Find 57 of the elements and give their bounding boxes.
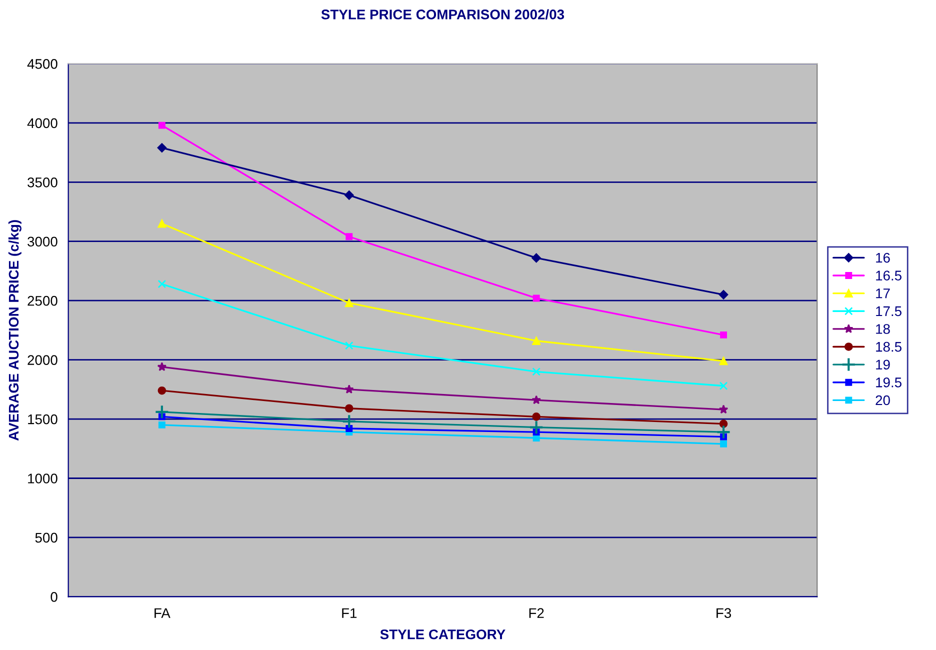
point [529, 420, 544, 435]
legend-label: 17.5 [876, 306, 902, 316]
legend-label: 18.5 [876, 342, 902, 352]
point [158, 219, 166, 228]
legend-label: 16.5 [876, 270, 902, 281]
y-tick-label: 0 [50, 592, 58, 602]
point [532, 336, 540, 346]
point [344, 404, 354, 413]
point [532, 434, 540, 442]
legend-label: 20 [876, 395, 890, 406]
point [154, 404, 170, 420]
point [158, 122, 166, 129]
x-axis-title: STYLE CATEGORY [380, 629, 506, 640]
point [158, 280, 166, 288]
legend-label: 19 [876, 360, 890, 370]
legend-label: 18 [876, 324, 890, 334]
y-tick-label: 2000 [28, 355, 58, 365]
x-tick-label: F3 [716, 608, 732, 618]
legend-label: 17 [876, 288, 890, 298]
x-tick-label: F2 [529, 608, 544, 618]
point [718, 404, 728, 414]
point [720, 331, 727, 338]
y-axis-title: AVERAGE AUCTION PRICE (c/kg) [8, 220, 22, 441]
point [532, 367, 540, 376]
point [157, 362, 167, 371]
y-tick-label: 500 [35, 532, 58, 543]
point [719, 356, 728, 366]
point [344, 384, 354, 394]
point [157, 143, 167, 152]
x-tick-label: FA [154, 608, 170, 618]
point [158, 421, 166, 428]
y-tick-label: 1000 [28, 474, 58, 484]
chart-title: STYLE PRICE COMPARISON 2002/03 [321, 9, 564, 20]
y-tick-label: 1500 [28, 414, 58, 424]
point [342, 414, 356, 429]
x-tick-label: F1 [342, 608, 357, 618]
point [719, 382, 728, 390]
y-tick-label: 3500 [28, 177, 58, 188]
point [716, 424, 731, 440]
point [344, 190, 354, 200]
point [718, 290, 728, 300]
y-tick-label: 4500 [27, 59, 58, 69]
y-tick-label: 2500 [28, 296, 58, 306]
legend-label: 16 [876, 252, 890, 263]
point [720, 440, 727, 448]
point [344, 298, 354, 308]
y-tick-label: 4000 [27, 118, 58, 128]
point [532, 412, 540, 421]
point [719, 420, 728, 428]
point [532, 395, 541, 404]
point [344, 341, 354, 350]
y-tick-label: 3000 [28, 236, 58, 247]
legend-label: 19.5 [876, 378, 902, 388]
point [532, 253, 541, 263]
point [158, 386, 166, 395]
point [532, 294, 540, 302]
point [346, 233, 353, 240]
